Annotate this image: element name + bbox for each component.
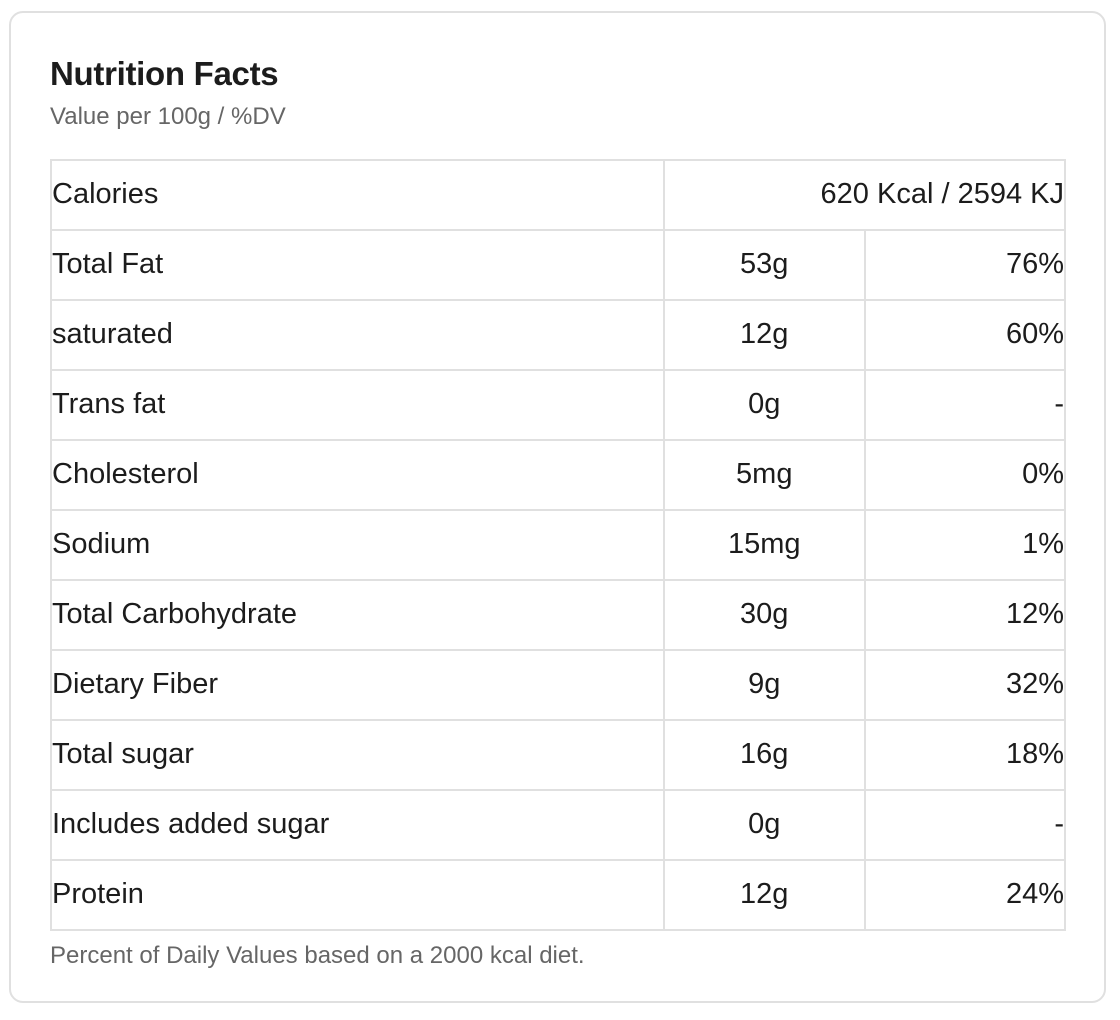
table-row: Dietary Fiber 9g 32% [50, 648, 1066, 721]
daily-values-footnote: Percent of Daily Values based on a 2000 … [50, 941, 585, 969]
nutrient-label: Dietary Fiber [50, 648, 665, 721]
table-row: Total sugar 16g 18% [50, 718, 1066, 791]
nutrient-dv: 18% [863, 718, 1066, 791]
nutrient-value: 53g [663, 228, 866, 301]
nutrient-dv: 32% [863, 648, 1066, 721]
nutrition-table: Calories 620 Kcal / 2594 KJ Total Fat 53… [50, 158, 1066, 931]
nutrient-label: Sodium [50, 508, 665, 581]
nutrient-value: 12g [663, 298, 866, 371]
nutrient-label: Calories [50, 158, 665, 231]
nutrient-value: 30g [663, 578, 866, 651]
nutrient-label: Total Fat [50, 228, 665, 301]
table-row-calories: Calories 620 Kcal / 2594 KJ [50, 158, 1066, 231]
table-row: Total Fat 53g 76% [50, 228, 1066, 301]
nutrient-dv: 1% [863, 508, 1066, 581]
nutrient-value: 0g [663, 788, 866, 861]
nutrient-value: 0g [663, 368, 866, 441]
table-row: Trans fat 0g - [50, 368, 1066, 441]
nutrient-value: 15mg [663, 508, 866, 581]
nutrient-label: Total Carbohydrate [50, 578, 665, 651]
nutrient-label: Trans fat [50, 368, 665, 441]
nutrient-dv: 76% [863, 228, 1066, 301]
nutrient-label: Protein [50, 858, 665, 931]
nutrient-value: 5mg [663, 438, 866, 511]
nutrient-dv: 0% [863, 438, 1066, 511]
table-row: Total Carbohydrate 30g 12% [50, 578, 1066, 651]
table-row: saturated 12g 60% [50, 298, 1066, 371]
nutrient-label: saturated [50, 298, 665, 371]
nutrient-value: 9g [663, 648, 866, 721]
nutrient-label: Total sugar [50, 718, 665, 791]
calories-value: 620 Kcal / 2594 KJ [663, 158, 1066, 231]
table-row: Includes added sugar 0g - [50, 788, 1066, 861]
serving-subtitle: Value per 100g / %DV [50, 102, 286, 130]
table-row: Cholesterol 5mg 0% [50, 438, 1066, 511]
nutrient-value: 16g [663, 718, 866, 791]
nutrient-dv: 24% [863, 858, 1066, 931]
nutrient-label: Includes added sugar [50, 788, 665, 861]
nutrient-label: Cholesterol [50, 438, 665, 511]
nutrient-dv: 60% [863, 298, 1066, 371]
nutrition-facts-card: Nutrition Facts Value per 100g / %DV Cal… [9, 11, 1106, 1003]
nutrient-dv: 12% [863, 578, 1066, 651]
table-row: Protein 12g 24% [50, 858, 1066, 931]
table-row: Sodium 15mg 1% [50, 508, 1066, 581]
page-title: Nutrition Facts [50, 55, 279, 92]
nutrient-value: 12g [663, 858, 866, 931]
nutrient-dv: - [863, 368, 1066, 441]
nutrient-dv: - [863, 788, 1066, 861]
